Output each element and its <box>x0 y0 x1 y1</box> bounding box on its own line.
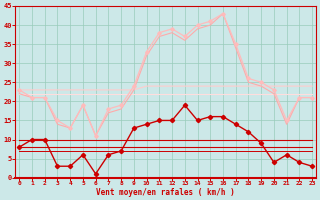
X-axis label: Vent moyen/en rafales ( km/h ): Vent moyen/en rafales ( km/h ) <box>96 188 235 197</box>
